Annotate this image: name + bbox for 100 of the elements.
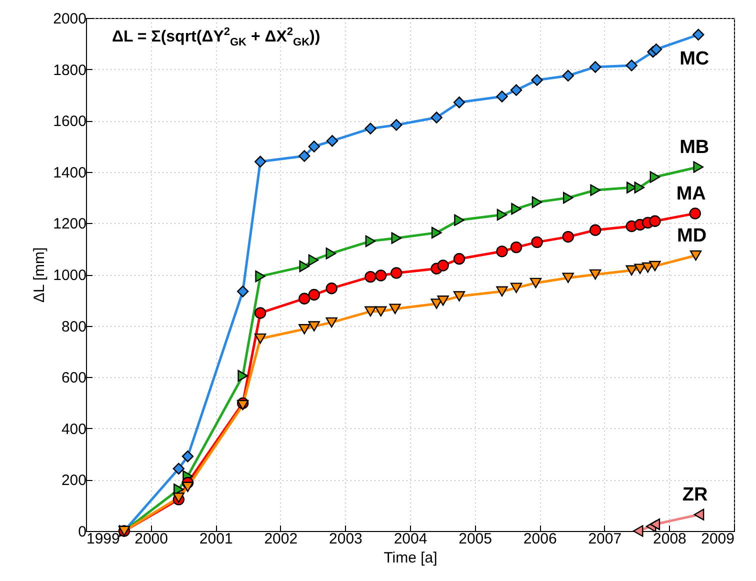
point [364,270,376,283]
point [308,288,320,301]
point [453,96,466,108]
y-tick-label: 1400 [53,164,86,182]
point [531,236,543,248]
point [254,333,266,344]
point [689,208,701,220]
y-tick-label: 400 [61,420,86,438]
point [390,267,402,279]
point [650,171,660,183]
x-tick-label: 2009 [701,530,734,548]
point [364,122,376,134]
point [437,260,449,272]
point [453,291,466,302]
point [298,150,310,162]
point [365,235,376,247]
y-tick-label: 600 [61,370,86,387]
point [562,272,574,283]
point [511,202,522,215]
point [496,90,508,102]
point [254,307,266,319]
point [172,492,185,503]
point [437,296,449,306]
x-tick-label: 2003 [329,530,362,548]
point [626,265,638,276]
point [530,278,542,288]
point [510,282,522,293]
annotation: ΔL = Σ(sqrt(ΔY$^{2}$$_{GK}$ + ΔX$^{2}$$_{GK}$)) [112,26,320,49]
point [510,84,522,96]
point [308,140,320,152]
x-tick-label: 2002 [264,530,298,548]
series-label: MC [680,48,710,70]
x-tick-label: 2008 [653,530,686,548]
x-tick-label: 2001 [199,530,233,548]
point [531,74,543,86]
point [694,508,704,520]
point [326,135,338,147]
point [649,215,661,227]
point [496,208,508,221]
point [693,161,704,173]
point [650,518,660,530]
point [692,28,704,41]
point [374,270,387,282]
point [496,286,508,297]
point [454,214,464,226]
point [236,400,249,410]
point [308,254,319,266]
y-tick-label: 1000 [53,267,86,284]
point [649,260,661,272]
point [236,286,249,298]
y-axis-title: ΔL [mm] [31,247,48,303]
point [532,196,542,208]
point [374,306,387,317]
point [634,264,646,274]
point [326,248,336,260]
point [690,250,702,261]
series-label: MD [676,226,707,247]
point [589,224,602,236]
y-tick-label: 1200 [53,216,86,233]
point [298,324,310,334]
point [650,43,662,56]
point [430,298,442,309]
point [391,232,402,244]
point [562,230,574,243]
series-label: ZR [682,484,708,506]
point [453,253,466,265]
point [182,482,194,492]
point [172,462,185,475]
point [496,246,508,258]
point [255,270,266,282]
point [589,61,602,73]
point [364,306,376,317]
point [182,450,194,462]
point [632,525,644,537]
y-tick-label: 1800 [53,62,86,79]
point [238,370,248,382]
x-tick-label: 2000 [134,530,168,548]
point [562,192,574,204]
y-tick-label: 800 [61,318,86,336]
point [430,112,442,124]
x-tick-label: 2004 [394,530,428,548]
point [254,156,266,168]
point [626,60,638,72]
point [590,184,600,196]
point [634,182,645,194]
point [510,241,522,254]
point [298,292,310,304]
point [431,226,442,239]
point [589,269,602,280]
x-axis-title: Time [a] [384,550,438,566]
point [174,484,184,496]
x-tick-label: 2005 [458,530,492,548]
y-tick-label: 2000 [53,10,86,28]
y-tick-label: 1600 [53,113,86,130]
point [326,317,338,328]
point [389,304,401,314]
point [390,119,402,131]
x-tick-label: 1999 [86,530,120,548]
x-tick-label: 2007 [588,530,622,548]
series-label: MB [680,137,710,158]
